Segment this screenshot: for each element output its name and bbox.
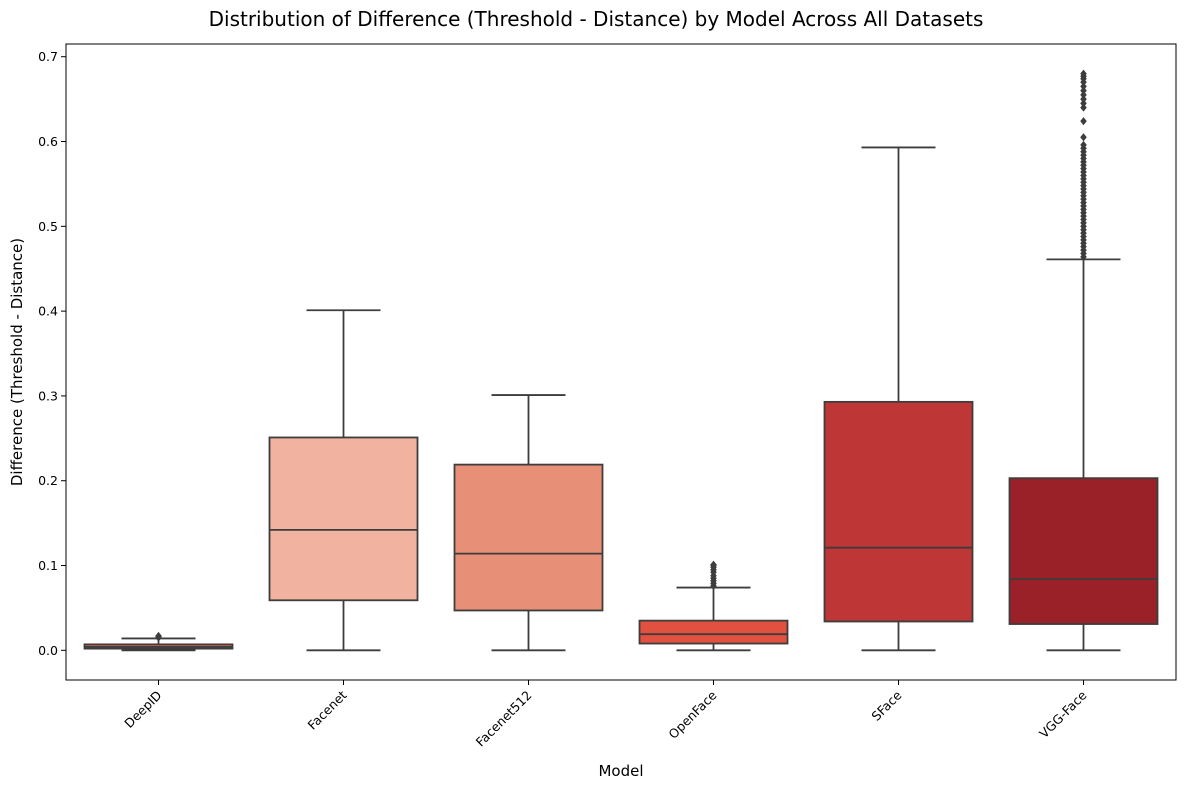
y-tick-label: 0.7	[38, 49, 58, 64]
x-tick-label: VGG-Face	[1036, 687, 1090, 741]
x-tick-label: SFace	[868, 687, 904, 723]
y-tick-label: 0.3	[38, 388, 58, 403]
outlier-point	[710, 560, 717, 569]
outlier-point	[1080, 103, 1087, 112]
outlier-point	[1080, 133, 1087, 142]
y-tick-label: 0.2	[38, 473, 58, 488]
box-iqr	[268, 436, 419, 602]
box-group-facenet	[268, 309, 419, 652]
y-axis: 0.0 0.1 0.2 0.3 0.4 0.5 0.6 0.7	[38, 49, 66, 658]
box-group-facenet512	[453, 394, 604, 652]
outlier-point	[1080, 99, 1087, 108]
plot-area	[83, 69, 1159, 652]
plot-frame	[65, 43, 1177, 681]
x-axis: DeepID Facenet Facenet512 OpenFace SFace VGG-…	[121, 680, 1090, 749]
y-tick-label: 0.0	[38, 643, 58, 658]
y-tick-label: 0.6	[38, 134, 58, 149]
y-tick-label: 0.1	[38, 558, 58, 573]
outlier-point	[1080, 140, 1087, 149]
box-iqr	[453, 463, 604, 612]
outlier-point	[1080, 90, 1087, 99]
outlier-point	[1080, 82, 1087, 91]
outlier-point	[155, 631, 162, 640]
box-iqr	[638, 619, 789, 645]
outlier-point	[1080, 117, 1087, 126]
y-tick-label: 0.4	[38, 304, 58, 319]
box-iqr	[1008, 477, 1159, 625]
y-axis-label: Difference (Threshold - Distance)	[8, 238, 26, 486]
outlier-point	[1080, 86, 1087, 95]
box-group-vgg-face	[1008, 69, 1159, 652]
y-tick-label: 0.5	[38, 219, 58, 234]
x-tick-label: Facenet512	[473, 688, 535, 750]
x-axis-label: Model	[598, 762, 643, 780]
box-iqr	[823, 400, 974, 623]
x-tick-label: OpenFace	[665, 687, 719, 741]
outlier-point	[1080, 95, 1087, 104]
x-tick-label: Facenet	[305, 687, 350, 732]
x-tick-label: DeepID	[121, 688, 164, 731]
box-group-deepid	[83, 631, 234, 652]
box-group-openface	[638, 560, 789, 652]
chart-title: Distribution of Difference (Threshold - …	[209, 7, 984, 31]
box-group-sface	[823, 146, 974, 652]
outlier-point	[1080, 69, 1087, 78]
